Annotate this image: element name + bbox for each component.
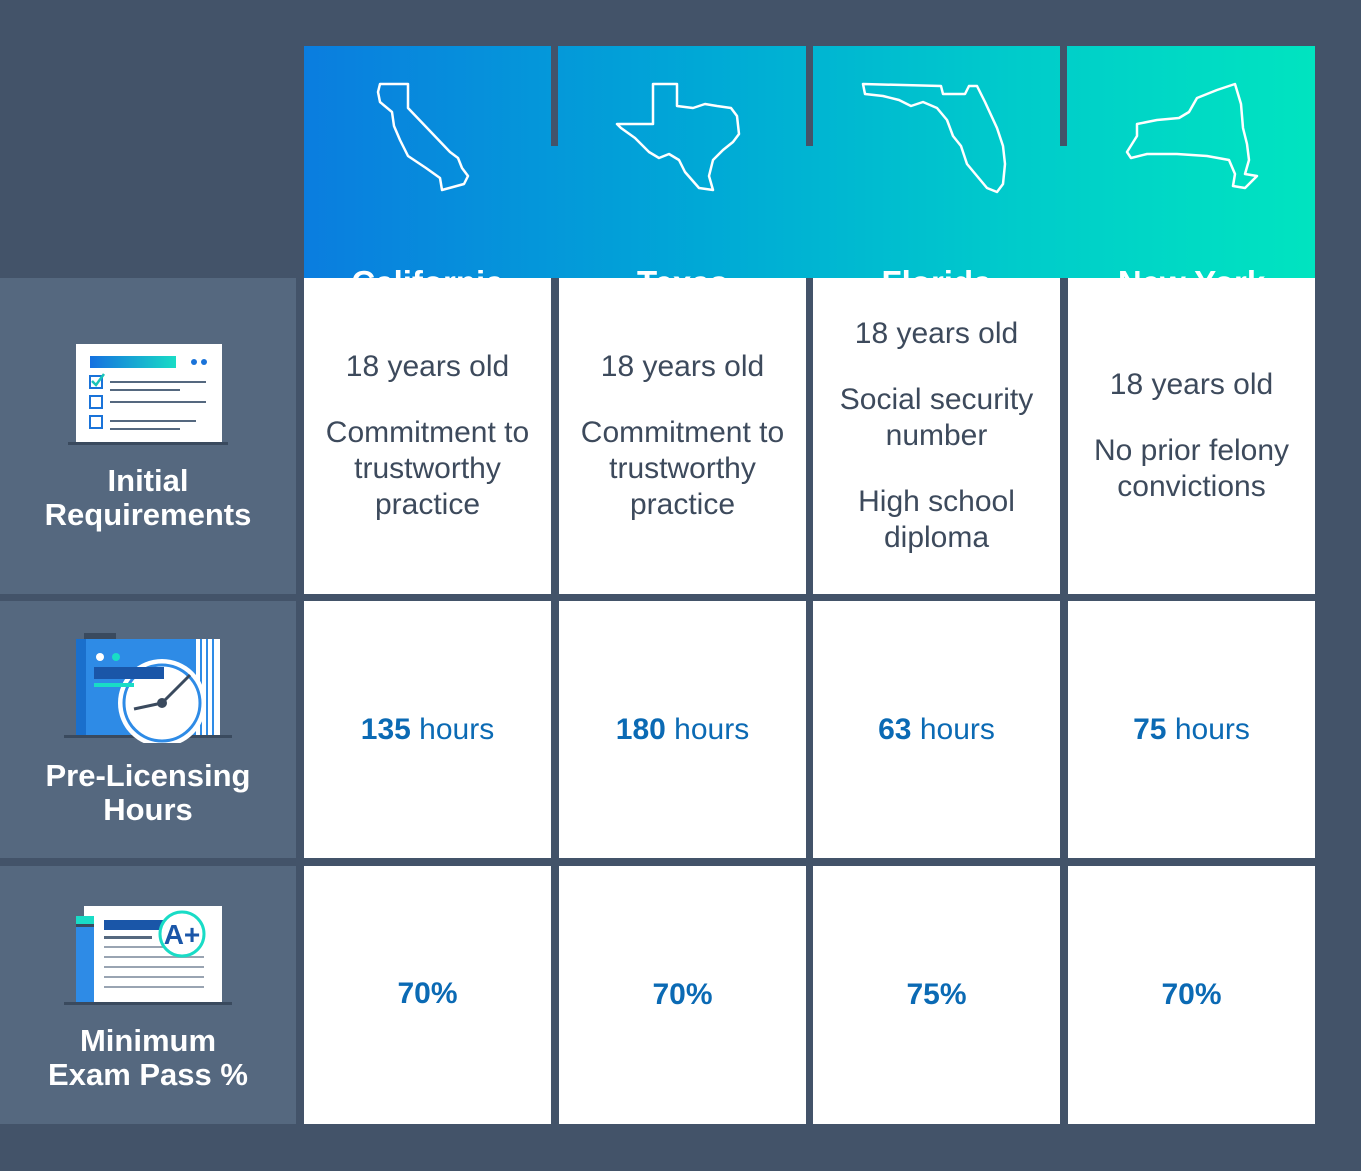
cell-initial-florida: 18 years old Social security number High… [813,278,1060,594]
row-label-line: Exam Pass % [48,1057,248,1092]
cell-exam-texas: 70% [559,866,806,1124]
hours-unit: hours [1174,712,1250,746]
california-map-icon [376,82,469,192]
pass-percent: 75% [906,978,967,1011]
cell-hours-california: 135 hours [304,601,551,858]
graded-test-icon: A+ [64,906,232,1005]
requirement-text: 18 years old [600,350,765,383]
cell-initial-texas: 18 years old Commitment to trustworthy p… [559,278,806,594]
requirement-text: Commitment to trustworthy practice [580,416,785,521]
pass-percent: 70% [1161,978,1222,1011]
row-label-minimum-exam-pass: A+ Minimum Exam Pass % [0,866,296,1124]
row-label-line: Requirements [44,497,252,532]
row-label-line: Minimum [79,1023,217,1058]
cell-exam-florida: 75% [813,866,1060,1124]
state-header-california: California [304,46,551,301]
requirement-text: 18 years old [345,350,510,383]
row-label-line: Pre-Licensing [45,758,251,793]
hours-value: 135 [360,712,411,746]
requirement-text: Social security number [839,383,1034,452]
requirement-text: 18 years old [854,317,1019,350]
requirement-text: Commitment to trustworthy practice [325,416,530,521]
state-header-texas: Texas [559,46,806,301]
state-header-florida: Florida [813,46,1060,301]
cell-hours-new-york: 75 hours [1068,601,1315,858]
pass-percent: 70% [397,977,458,1010]
cell-initial-california: 18 years old Commitment to trustworthy p… [304,278,551,594]
cell-hours-texas: 180 hours [559,601,806,858]
requirement-text: 18 years old [1109,368,1274,401]
cell-exam-new-york: 70% [1068,866,1315,1124]
clock-calendar-icon [64,633,232,743]
texas-map-icon [615,82,740,192]
new-york-map-icon [1125,82,1258,190]
hours-value: 180 [615,712,666,746]
cell-initial-new-york: 18 years old No prior felony convictions [1068,278,1315,594]
requirement-text: No prior felony convictions [1093,434,1290,503]
requirement-text: High school diploma [858,485,1015,554]
hours-unit: hours [674,712,750,746]
row-label-initial-requirements: Initial Requirements [0,278,296,594]
pass-percent: 70% [652,978,713,1011]
checklist-document-icon [68,344,228,445]
header-divider [806,46,813,146]
header-divider [551,46,558,146]
cell-hours-florida: 63 hours [813,601,1060,858]
florida-map-icon [861,82,1006,194]
cell-exam-california: 70% [304,866,551,1124]
hours-unit: hours [419,712,495,746]
header-divider [1060,46,1067,146]
state-header-new-york: New York [1068,46,1315,301]
hours-unit: hours [919,712,995,746]
grade-text: A+ [164,919,201,950]
row-label-line: Initial [107,463,189,498]
row-label-pre-licensing-hours: Pre-Licensing Hours [0,601,296,858]
hours-value: 63 [878,712,912,746]
row-label-line: Hours [103,792,193,827]
hours-value: 75 [1133,712,1167,746]
